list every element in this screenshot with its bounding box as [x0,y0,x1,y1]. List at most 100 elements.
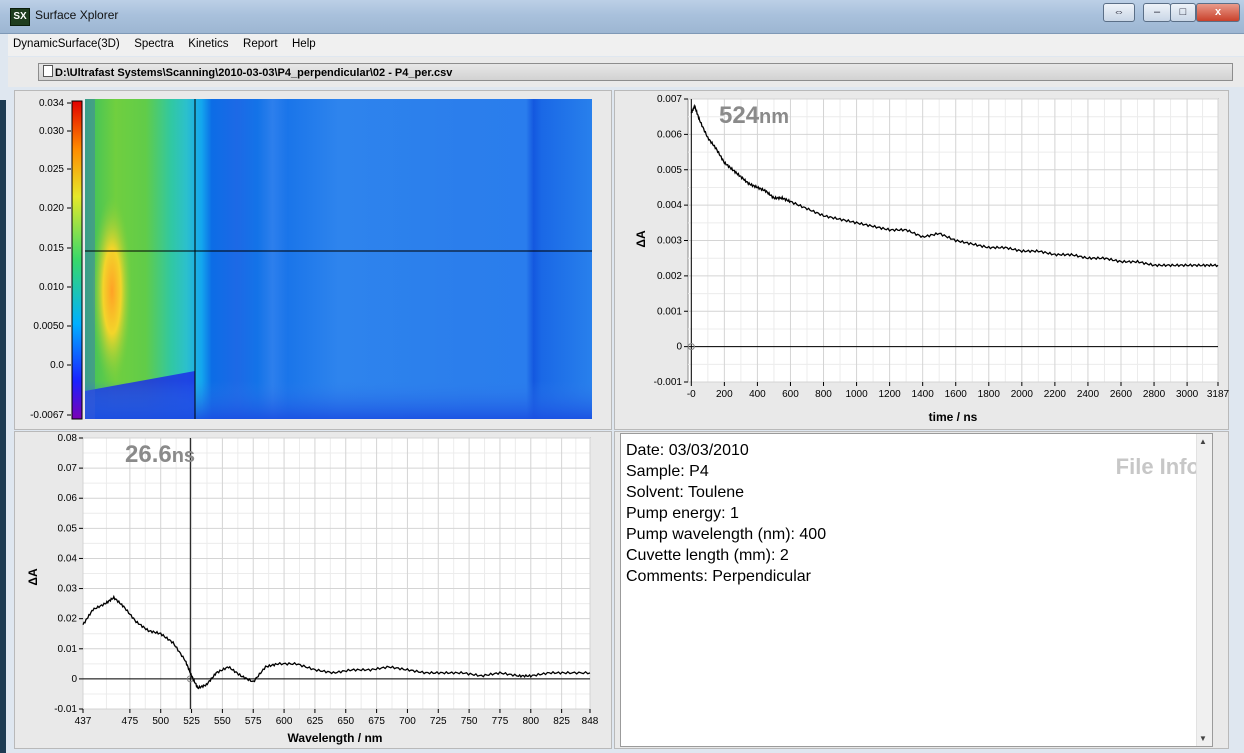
spectrum-x-title: Wavelength / nm [288,731,383,745]
info-line: Date: 03/03/2010 [626,442,749,459]
x-tick-label: 2000 [1011,389,1034,400]
info-line: Comments: Perpendicular [626,568,811,585]
kinetics-y-title: ΔA [634,230,648,248]
spectrum-series [82,438,591,709]
scroll-up-icon[interactable]: ▲ [1199,437,1207,446]
surface-y-tick-label: 0.015 [39,243,64,254]
y-tick-label: 0.004 [657,200,682,211]
file-path-field[interactable]: D:\Ultrafast Systems\Scanning\2010-03-03… [38,63,1233,81]
surface-y-tick-label: 0.025 [39,164,64,175]
x-tick-label: 800 [815,389,832,400]
y-tick-label: 0.003 [657,236,682,247]
desktop-edge [0,100,6,753]
surface-y-tick-label: 0.010 [39,282,64,293]
surface-y-axis: 0.034 0.030 0.025 0.020 0.015 0.010 0.0050 0.0 -… [30,98,71,421]
file-path-text: D:\Ultrafast Systems\Scanning\2010-03-03… [55,67,453,79]
y-tick-label: 0.03 [58,584,78,595]
x-tick-label: 650 [337,716,354,727]
x-tick-label: 2400 [1077,389,1100,400]
kinetics-plot[interactable]: -0 200 400 600 800 1000 1200 1400 1600 1800 2000 22… [615,91,1230,429]
cursor-marker [687,343,695,351]
menu-report[interactable]: Report [243,38,278,50]
menu-kinetics[interactable]: Kinetics [188,38,229,50]
spectrum-plot[interactable]: 437 475 500 525 550 575 600 625 650 675 700 725 750 7… [15,432,611,748]
y-tick-label: 0.005 [657,165,682,176]
x-tick-label: 2800 [1143,389,1166,400]
color-bar [71,100,83,420]
surface-y-tick-label: 0.030 [39,126,64,137]
surface-y-tick-label: 0.0 [50,360,64,371]
x-tick-label: 437 [75,716,92,727]
info-line: Cuvette length (mm): 2 [626,547,789,564]
menu-bar: DynamicSurface(3D) Spectra Kinetics Repo… [8,34,1244,56]
x-tick-label: 1600 [945,389,968,400]
minimize-button[interactable]: – [1143,3,1171,22]
x-tick-label: -0 [687,389,696,400]
kinetics-grid [688,98,1219,383]
surface-heatmap [85,99,592,419]
y-tick-label: 0.08 [58,433,78,444]
x-tick-label: 700 [399,716,416,727]
x-tick-label: 475 [122,716,139,727]
x-tick-label: 750 [461,716,478,727]
close-button[interactable]: x [1196,3,1240,22]
x-tick-label: 550 [214,716,231,727]
title-bar[interactable]: SX Surface Xplorer ⇔ – □ x [0,0,1244,34]
y-tick-label: 0.05 [58,523,78,534]
surface-y-tick-label: 0.0050 [33,321,64,332]
y-tick-label: 0 [71,674,77,685]
x-tick-label: 600 [782,389,799,400]
scroll-down-icon[interactable]: ▼ [1199,734,1207,743]
x-tick-label: 3000 [1176,389,1199,400]
y-tick-label: -0.001 [654,377,683,388]
x-tick-label: 1000 [845,389,868,400]
info-line: Pump wavelength (nm): 400 [626,526,827,543]
kinetics-panel: -0 200 400 600 800 1000 1200 1400 1600 1800 2000 22… [614,90,1230,430]
x-tick-label: 2600 [1110,389,1133,400]
x-tick-label: 1800 [978,389,1001,400]
file-info-box[interactable]: File Info Date: 03/03/2010 Sample: P4 So… [620,433,1213,747]
spectrum-ticks: 437 475 500 525 550 575 600 625 650 675 700 725 750 7… [54,433,599,727]
y-tick-label: 0.04 [58,553,78,564]
x-tick-label: 1400 [912,389,935,400]
x-tick-label: 2200 [1044,389,1067,400]
kinetics-wavelength-label: 524nm [719,102,789,129]
info-scrollbar[interactable]: ▲ ▼ [1196,434,1212,746]
x-tick-label: 848 [582,716,599,727]
app-icon: SX [10,8,30,26]
y-tick-label: 0.07 [58,463,78,474]
kinetics-x-title: time / ns [929,410,978,424]
kinetics-series [687,99,1219,382]
y-tick-label: 0 [676,342,682,353]
x-tick-label: 625 [307,716,324,727]
x-tick-label: 3187 [1207,389,1230,400]
x-tick-label: 725 [430,716,447,727]
window-title: Surface Xplorer [35,8,119,22]
info-line: Sample: P4 [626,463,709,480]
x-tick-label: 575 [245,716,262,727]
x-tick-label: 525 [183,716,200,727]
kinetics-ticks: -0 200 400 600 800 1000 1200 1400 1600 1800 2000 22… [654,94,1230,400]
surface-plot[interactable]: 0.034 0.030 0.025 0.020 0.015 0.010 0.0050 0.0 -… [15,91,611,429]
y-tick-label: 0.06 [58,493,78,504]
surface-y-tick-label: 0.034 [39,98,64,109]
x-tick-label: 800 [522,716,539,727]
data-series-line [690,103,1219,268]
info-line: Pump energy: 1 [626,505,739,522]
resize-icon[interactable]: ⇔ [1103,3,1135,22]
spectrum-grid [82,437,591,710]
surface-cursor[interactable] [85,99,592,419]
x-tick-label: 775 [492,716,509,727]
menu-dynamic-surface[interactable]: DynamicSurface(3D) [13,38,120,50]
spectrum-y-title: ΔA [26,568,40,586]
file-info-title: File Info [1115,454,1200,479]
x-tick-label: 1200 [878,389,901,400]
data-series-line [82,594,591,690]
surface-y-tick-label: 0.020 [39,203,64,214]
maximize-button[interactable]: □ [1170,3,1196,22]
x-tick-label: 500 [152,716,169,727]
menu-help[interactable]: Help [292,38,316,50]
menu-spectra[interactable]: Spectra [134,38,174,50]
y-tick-label: 0.02 [58,614,78,625]
surface-panel: 0.034 0.030 0.025 0.020 0.015 0.010 0.0050 0.0 -… [14,90,612,430]
